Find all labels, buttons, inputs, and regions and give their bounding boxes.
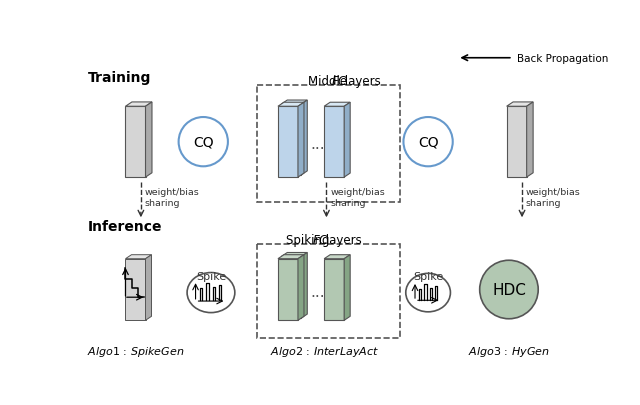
Polygon shape xyxy=(324,255,350,259)
Text: $\it{Algo1}$ : $\it{SpikeGen}$: $\it{Algo1}$ : $\it{SpikeGen}$ xyxy=(87,344,184,358)
Text: Training: Training xyxy=(88,71,151,85)
Polygon shape xyxy=(125,259,145,320)
Polygon shape xyxy=(344,255,350,320)
Text: weight/bias
sharing: weight/bias sharing xyxy=(145,187,200,208)
Polygon shape xyxy=(298,255,304,320)
Text: $\it{FC}$: $\it{FC}$ xyxy=(312,233,329,246)
Polygon shape xyxy=(507,103,533,107)
Text: CQ: CQ xyxy=(418,135,438,149)
Bar xyxy=(257,245,399,338)
Polygon shape xyxy=(281,253,307,257)
Text: HDC: HDC xyxy=(492,282,526,297)
Polygon shape xyxy=(507,107,527,178)
Polygon shape xyxy=(145,255,152,320)
Text: weight/bias
sharing: weight/bias sharing xyxy=(330,187,385,208)
Circle shape xyxy=(179,118,228,167)
Circle shape xyxy=(403,118,452,167)
Circle shape xyxy=(480,260,538,319)
Polygon shape xyxy=(125,107,145,178)
Polygon shape xyxy=(278,255,304,259)
Polygon shape xyxy=(324,107,344,178)
Bar xyxy=(257,85,399,202)
Text: CQ: CQ xyxy=(193,135,214,149)
Text: Middle: Middle xyxy=(308,75,351,87)
Text: ...: ... xyxy=(310,136,324,151)
Polygon shape xyxy=(527,103,533,178)
Ellipse shape xyxy=(406,274,451,312)
Polygon shape xyxy=(145,103,152,178)
Text: layers: layers xyxy=(341,75,381,87)
Polygon shape xyxy=(281,101,307,105)
Text: Inference: Inference xyxy=(88,220,163,234)
Polygon shape xyxy=(298,103,304,178)
Text: Spiking: Spiking xyxy=(287,233,333,246)
Polygon shape xyxy=(281,257,301,318)
Polygon shape xyxy=(324,259,344,320)
Text: Spike: Spike xyxy=(413,272,444,282)
Text: Back Propagation: Back Propagation xyxy=(517,53,609,64)
Polygon shape xyxy=(125,255,152,259)
Text: Spike: Spike xyxy=(196,271,226,281)
Polygon shape xyxy=(301,253,307,318)
Polygon shape xyxy=(278,259,298,320)
Polygon shape xyxy=(301,101,307,175)
Text: layers: layers xyxy=(322,233,362,246)
Polygon shape xyxy=(278,107,298,178)
Text: $\it{FC}$: $\it{FC}$ xyxy=(331,75,348,87)
Polygon shape xyxy=(125,103,152,107)
Ellipse shape xyxy=(187,273,235,313)
Text: $\it{Algo2}$ : $\it{InterLayAct}$: $\it{Algo2}$ : $\it{InterLayAct}$ xyxy=(269,344,379,358)
Text: weight/bias
sharing: weight/bias sharing xyxy=(526,187,580,208)
Polygon shape xyxy=(281,105,301,175)
Polygon shape xyxy=(278,103,304,107)
Polygon shape xyxy=(324,103,350,107)
Polygon shape xyxy=(344,103,350,178)
Text: $\it{Algo3}$ : $\it{HyGen}$: $\it{Algo3}$ : $\it{HyGen}$ xyxy=(468,344,550,358)
Text: ...: ... xyxy=(310,284,324,299)
